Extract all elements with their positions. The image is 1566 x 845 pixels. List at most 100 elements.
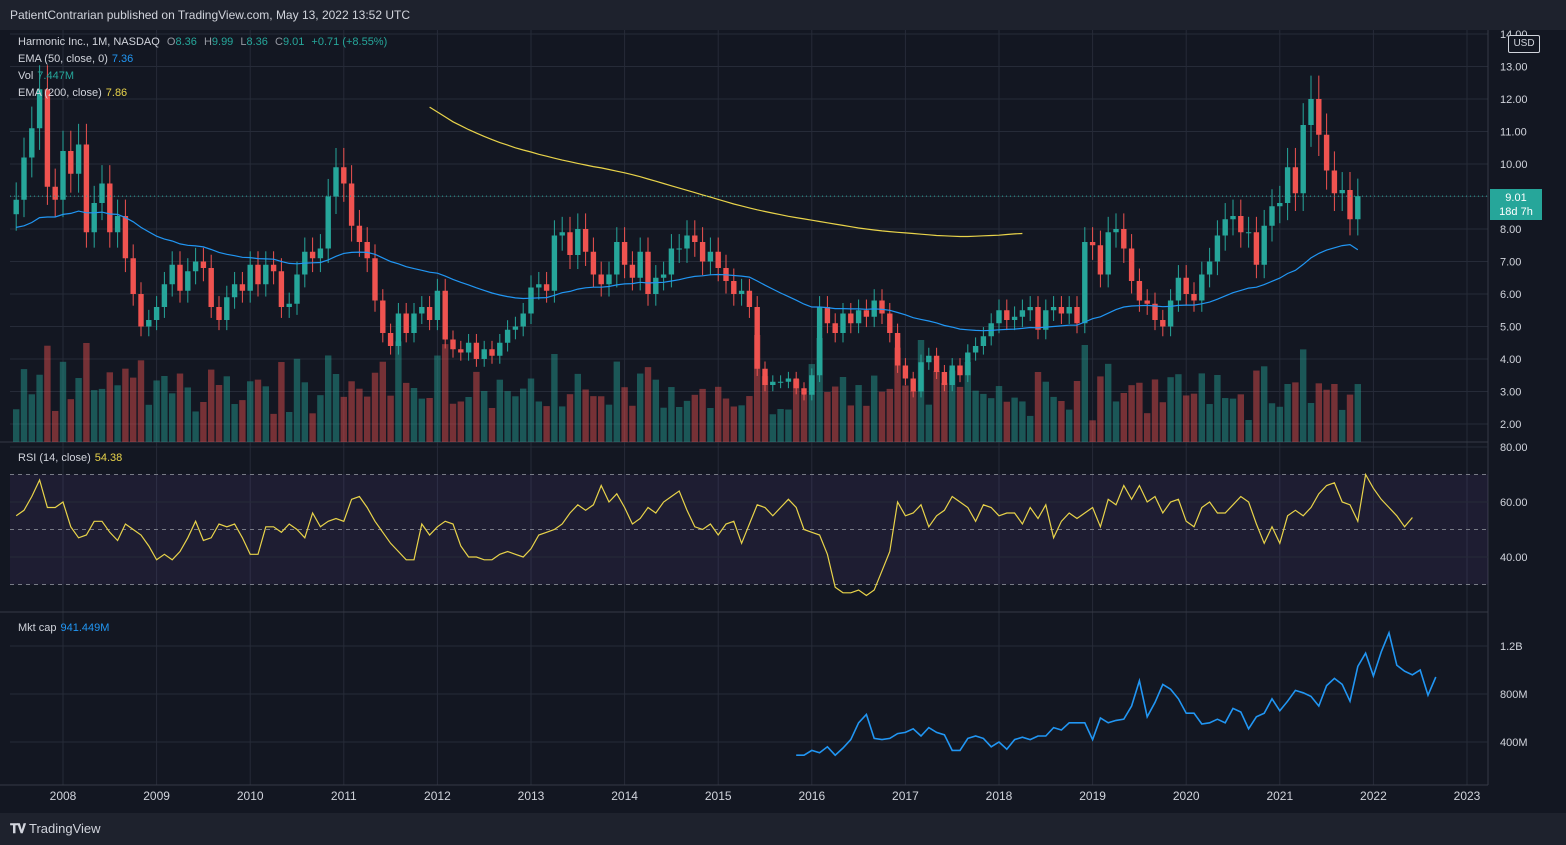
candle[interactable] bbox=[933, 355, 940, 372]
candle[interactable] bbox=[395, 313, 402, 347]
candle[interactable] bbox=[559, 232, 565, 236]
candle[interactable] bbox=[801, 388, 807, 395]
candle[interactable] bbox=[216, 307, 222, 320]
candle[interactable] bbox=[621, 242, 628, 265]
candle[interactable] bbox=[239, 284, 246, 291]
candle[interactable] bbox=[1261, 225, 1267, 265]
candle[interactable] bbox=[1074, 307, 1080, 324]
candle[interactable] bbox=[1004, 310, 1010, 320]
candle[interactable] bbox=[1066, 307, 1072, 314]
candle[interactable] bbox=[1253, 232, 1260, 265]
candle[interactable] bbox=[902, 365, 909, 379]
candle[interactable] bbox=[473, 342, 480, 359]
candle[interactable] bbox=[13, 199, 19, 215]
candle[interactable] bbox=[996, 310, 1002, 324]
candle[interactable] bbox=[1043, 310, 1049, 330]
candle[interactable] bbox=[247, 264, 253, 291]
candle[interactable] bbox=[29, 128, 35, 158]
candle[interactable] bbox=[746, 290, 753, 307]
candle[interactable] bbox=[278, 271, 285, 307]
candle[interactable] bbox=[738, 290, 745, 294]
candle[interactable] bbox=[200, 261, 207, 269]
candle[interactable] bbox=[114, 216, 121, 233]
candle[interactable] bbox=[536, 284, 542, 288]
candle[interactable] bbox=[208, 268, 214, 307]
candle[interactable] bbox=[83, 144, 90, 233]
candle[interactable] bbox=[1300, 125, 1306, 194]
candle[interactable] bbox=[715, 251, 721, 268]
candle[interactable] bbox=[684, 235, 690, 249]
candle[interactable] bbox=[177, 264, 183, 291]
vol-legend[interactable]: Vol 7.447M bbox=[18, 70, 74, 82]
candle[interactable] bbox=[793, 378, 799, 389]
candle[interactable] bbox=[450, 339, 456, 350]
candle[interactable] bbox=[777, 381, 784, 383]
candle[interactable] bbox=[411, 313, 417, 334]
candle[interactable] bbox=[1089, 242, 1096, 246]
candle[interactable] bbox=[926, 355, 932, 363]
candle[interactable] bbox=[785, 378, 792, 382]
candle[interactable] bbox=[824, 307, 831, 324]
candle[interactable] bbox=[653, 277, 659, 294]
candle[interactable] bbox=[138, 294, 144, 327]
candle[interactable] bbox=[840, 313, 846, 334]
candle[interactable] bbox=[855, 310, 862, 324]
candle[interactable] bbox=[387, 333, 394, 346]
candle[interactable] bbox=[458, 349, 464, 353]
candle[interactable] bbox=[372, 258, 378, 301]
ema50-legend[interactable]: EMA (50, close, 0) 7.36 bbox=[18, 53, 133, 65]
candle[interactable] bbox=[146, 320, 152, 327]
candle[interactable] bbox=[21, 157, 27, 200]
candle[interactable] bbox=[1222, 219, 1228, 236]
candle[interactable] bbox=[606, 274, 612, 285]
candle[interactable] bbox=[668, 248, 675, 275]
candle[interactable] bbox=[575, 229, 581, 255]
candle[interactable] bbox=[1175, 277, 1182, 301]
candle[interactable] bbox=[629, 264, 636, 278]
candle[interactable] bbox=[489, 349, 495, 356]
candle[interactable] bbox=[434, 290, 441, 320]
candle[interactable] bbox=[1058, 307, 1065, 314]
candle[interactable] bbox=[294, 274, 300, 304]
candle[interactable] bbox=[543, 284, 550, 291]
candle[interactable] bbox=[980, 336, 987, 346]
candle[interactable] bbox=[816, 307, 823, 376]
candle[interactable] bbox=[1355, 196, 1361, 220]
candle[interactable] bbox=[645, 251, 651, 294]
candle[interactable] bbox=[1214, 235, 1221, 262]
candle[interactable] bbox=[60, 151, 66, 200]
candle[interactable] bbox=[699, 242, 706, 262]
candle[interactable] bbox=[1269, 206, 1275, 226]
candle[interactable] bbox=[590, 251, 597, 275]
chart-canvas[interactable]: 2008 2009 2010 2011 2012 2013 2014 2015 2016 2017… bbox=[0, 30, 1566, 813]
candle[interactable] bbox=[887, 313, 893, 334]
candle[interactable] bbox=[1035, 307, 1041, 330]
candle[interactable] bbox=[1199, 274, 1205, 301]
mktcap-legend[interactable]: Mkt cap 941.449M bbox=[18, 622, 109, 634]
candle[interactable] bbox=[512, 326, 519, 330]
ema200-legend[interactable]: EMA (200, close) 7.86 bbox=[18, 87, 127, 99]
candle[interactable] bbox=[192, 261, 199, 272]
candle[interactable] bbox=[426, 307, 433, 320]
candle[interactable] bbox=[1128, 248, 1135, 282]
candle[interactable] bbox=[1230, 216, 1236, 220]
candle[interactable] bbox=[122, 216, 129, 259]
candle[interactable] bbox=[770, 381, 776, 385]
candle[interactable] bbox=[762, 368, 768, 385]
candle[interactable] bbox=[442, 290, 448, 340]
candle[interactable] bbox=[918, 362, 924, 392]
candle[interactable] bbox=[270, 264, 277, 272]
candle[interactable] bbox=[832, 323, 838, 333]
candle[interactable] bbox=[1167, 300, 1174, 327]
candle[interactable] bbox=[341, 167, 347, 184]
candle[interactable] bbox=[356, 225, 363, 242]
tradingview-logo[interactable]: 𝐓𝐕 TradingView bbox=[10, 821, 101, 837]
candle[interactable] bbox=[614, 242, 620, 275]
candle[interactable] bbox=[598, 274, 604, 285]
candle[interactable] bbox=[692, 235, 698, 243]
candle[interactable] bbox=[419, 307, 425, 314]
candle[interactable] bbox=[809, 375, 815, 395]
candle[interactable] bbox=[957, 365, 963, 376]
candle[interactable] bbox=[988, 323, 994, 337]
candle[interactable] bbox=[965, 352, 971, 376]
